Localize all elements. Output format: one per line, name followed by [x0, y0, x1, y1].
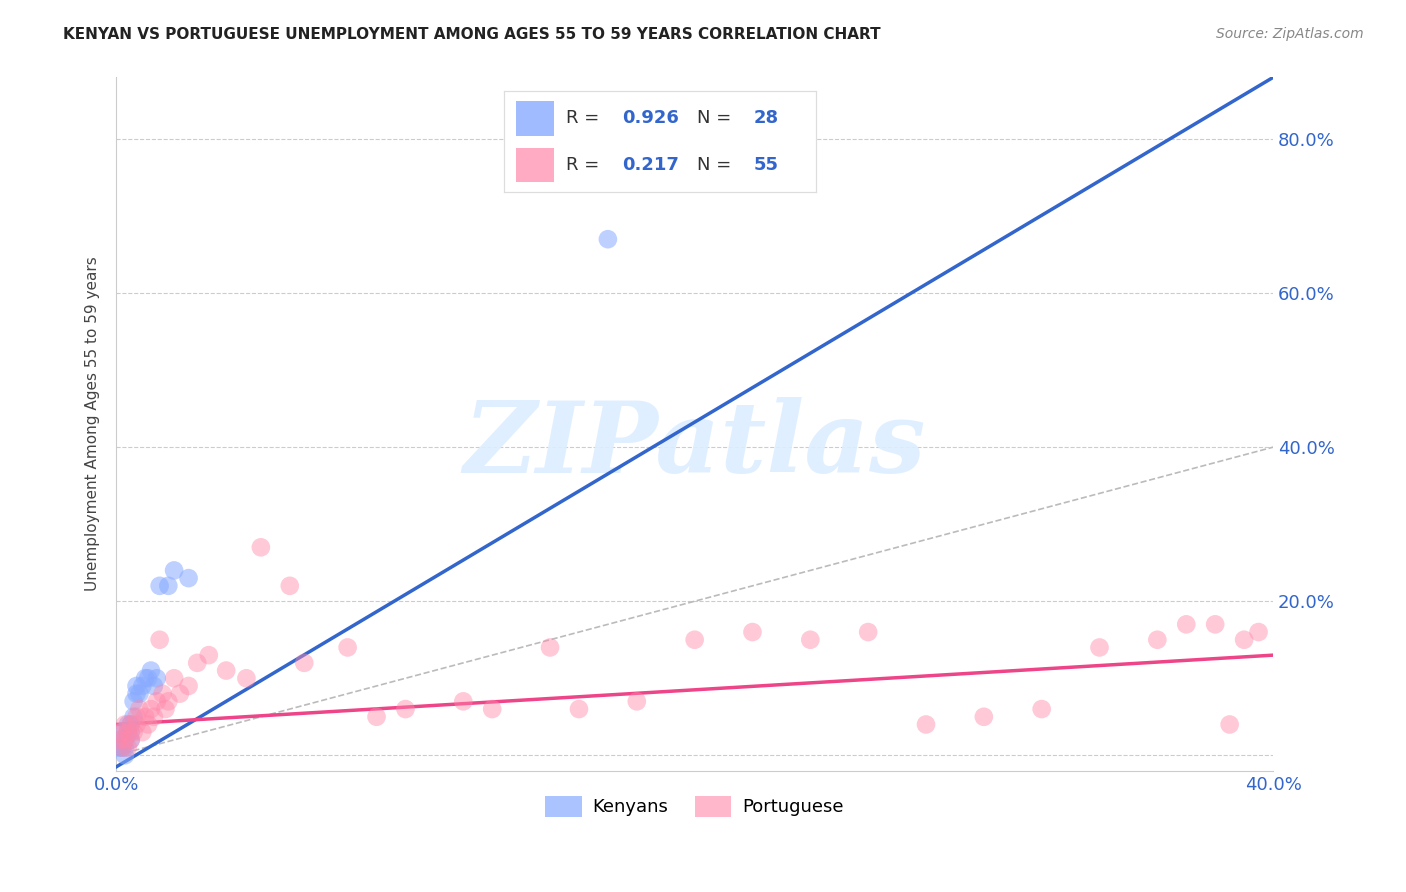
- Point: [114, 748, 136, 763]
- Point: [134, 671, 156, 685]
- Point: [114, 732, 136, 747]
- Point: [111, 725, 134, 739]
- Point: [278, 579, 301, 593]
- Point: [177, 679, 200, 693]
- Point: [139, 664, 162, 678]
- Point: [163, 563, 186, 577]
- Point: [453, 694, 475, 708]
- Point: [128, 687, 150, 701]
- Point: [120, 732, 142, 747]
- Point: [177, 571, 200, 585]
- Point: [481, 702, 503, 716]
- Point: [120, 717, 142, 731]
- Point: [108, 740, 131, 755]
- Point: [215, 664, 238, 678]
- Point: [1146, 632, 1168, 647]
- Point: [131, 725, 153, 739]
- Point: [111, 740, 134, 755]
- Point: [596, 232, 619, 246]
- Point: [136, 671, 159, 685]
- Point: [142, 710, 165, 724]
- Point: [973, 710, 995, 724]
- Point: [1175, 617, 1198, 632]
- Point: [149, 632, 172, 647]
- Point: [114, 717, 136, 731]
- Point: [155, 702, 177, 716]
- Point: [145, 694, 167, 708]
- Point: [117, 740, 139, 755]
- Point: [1233, 632, 1256, 647]
- Point: [117, 725, 139, 739]
- Point: [142, 679, 165, 693]
- Point: [111, 740, 134, 755]
- Point: [114, 740, 136, 755]
- Point: [915, 717, 938, 731]
- Point: [125, 687, 148, 701]
- Point: [366, 710, 388, 724]
- Point: [186, 656, 208, 670]
- Text: KENYAN VS PORTUGUESE UNEMPLOYMENT AMONG AGES 55 TO 59 YEARS CORRELATION CHART: KENYAN VS PORTUGUESE UNEMPLOYMENT AMONG …: [63, 27, 882, 42]
- Point: [626, 694, 648, 708]
- Point: [134, 710, 156, 724]
- Point: [741, 625, 763, 640]
- Point: [125, 679, 148, 693]
- Point: [856, 625, 879, 640]
- Point: [157, 694, 180, 708]
- Point: [136, 717, 159, 731]
- Point: [122, 725, 145, 739]
- Point: [292, 656, 315, 670]
- Point: [1088, 640, 1111, 655]
- Point: [1247, 625, 1270, 640]
- Text: Source: ZipAtlas.com: Source: ZipAtlas.com: [1216, 27, 1364, 41]
- Point: [120, 725, 142, 739]
- Point: [235, 671, 257, 685]
- Point: [117, 717, 139, 731]
- Point: [1219, 717, 1241, 731]
- Point: [122, 694, 145, 708]
- Point: [163, 671, 186, 685]
- Text: ZIPatlas: ZIPatlas: [464, 397, 925, 493]
- Point: [120, 732, 142, 747]
- Point: [152, 687, 174, 701]
- Point: [568, 702, 591, 716]
- Point: [149, 579, 172, 593]
- Point: [125, 717, 148, 731]
- Point: [1031, 702, 1053, 716]
- Legend: Kenyans, Portuguese: Kenyans, Portuguese: [538, 789, 851, 824]
- Point: [336, 640, 359, 655]
- Point: [108, 732, 131, 747]
- Point: [111, 725, 134, 739]
- Point: [169, 687, 191, 701]
- Point: [799, 632, 821, 647]
- Point: [198, 648, 221, 662]
- Point: [1204, 617, 1226, 632]
- Point: [131, 679, 153, 693]
- Y-axis label: Unemployment Among Ages 55 to 59 years: Unemployment Among Ages 55 to 59 years: [86, 257, 100, 591]
- Point: [114, 732, 136, 747]
- Point: [145, 671, 167, 685]
- Point: [139, 702, 162, 716]
- Point: [157, 579, 180, 593]
- Point: [538, 640, 561, 655]
- Point: [120, 717, 142, 731]
- Point: [250, 541, 273, 555]
- Point: [128, 702, 150, 716]
- Point: [125, 710, 148, 724]
- Point: [683, 632, 706, 647]
- Point: [117, 725, 139, 739]
- Point: [108, 732, 131, 747]
- Point: [394, 702, 416, 716]
- Point: [122, 710, 145, 724]
